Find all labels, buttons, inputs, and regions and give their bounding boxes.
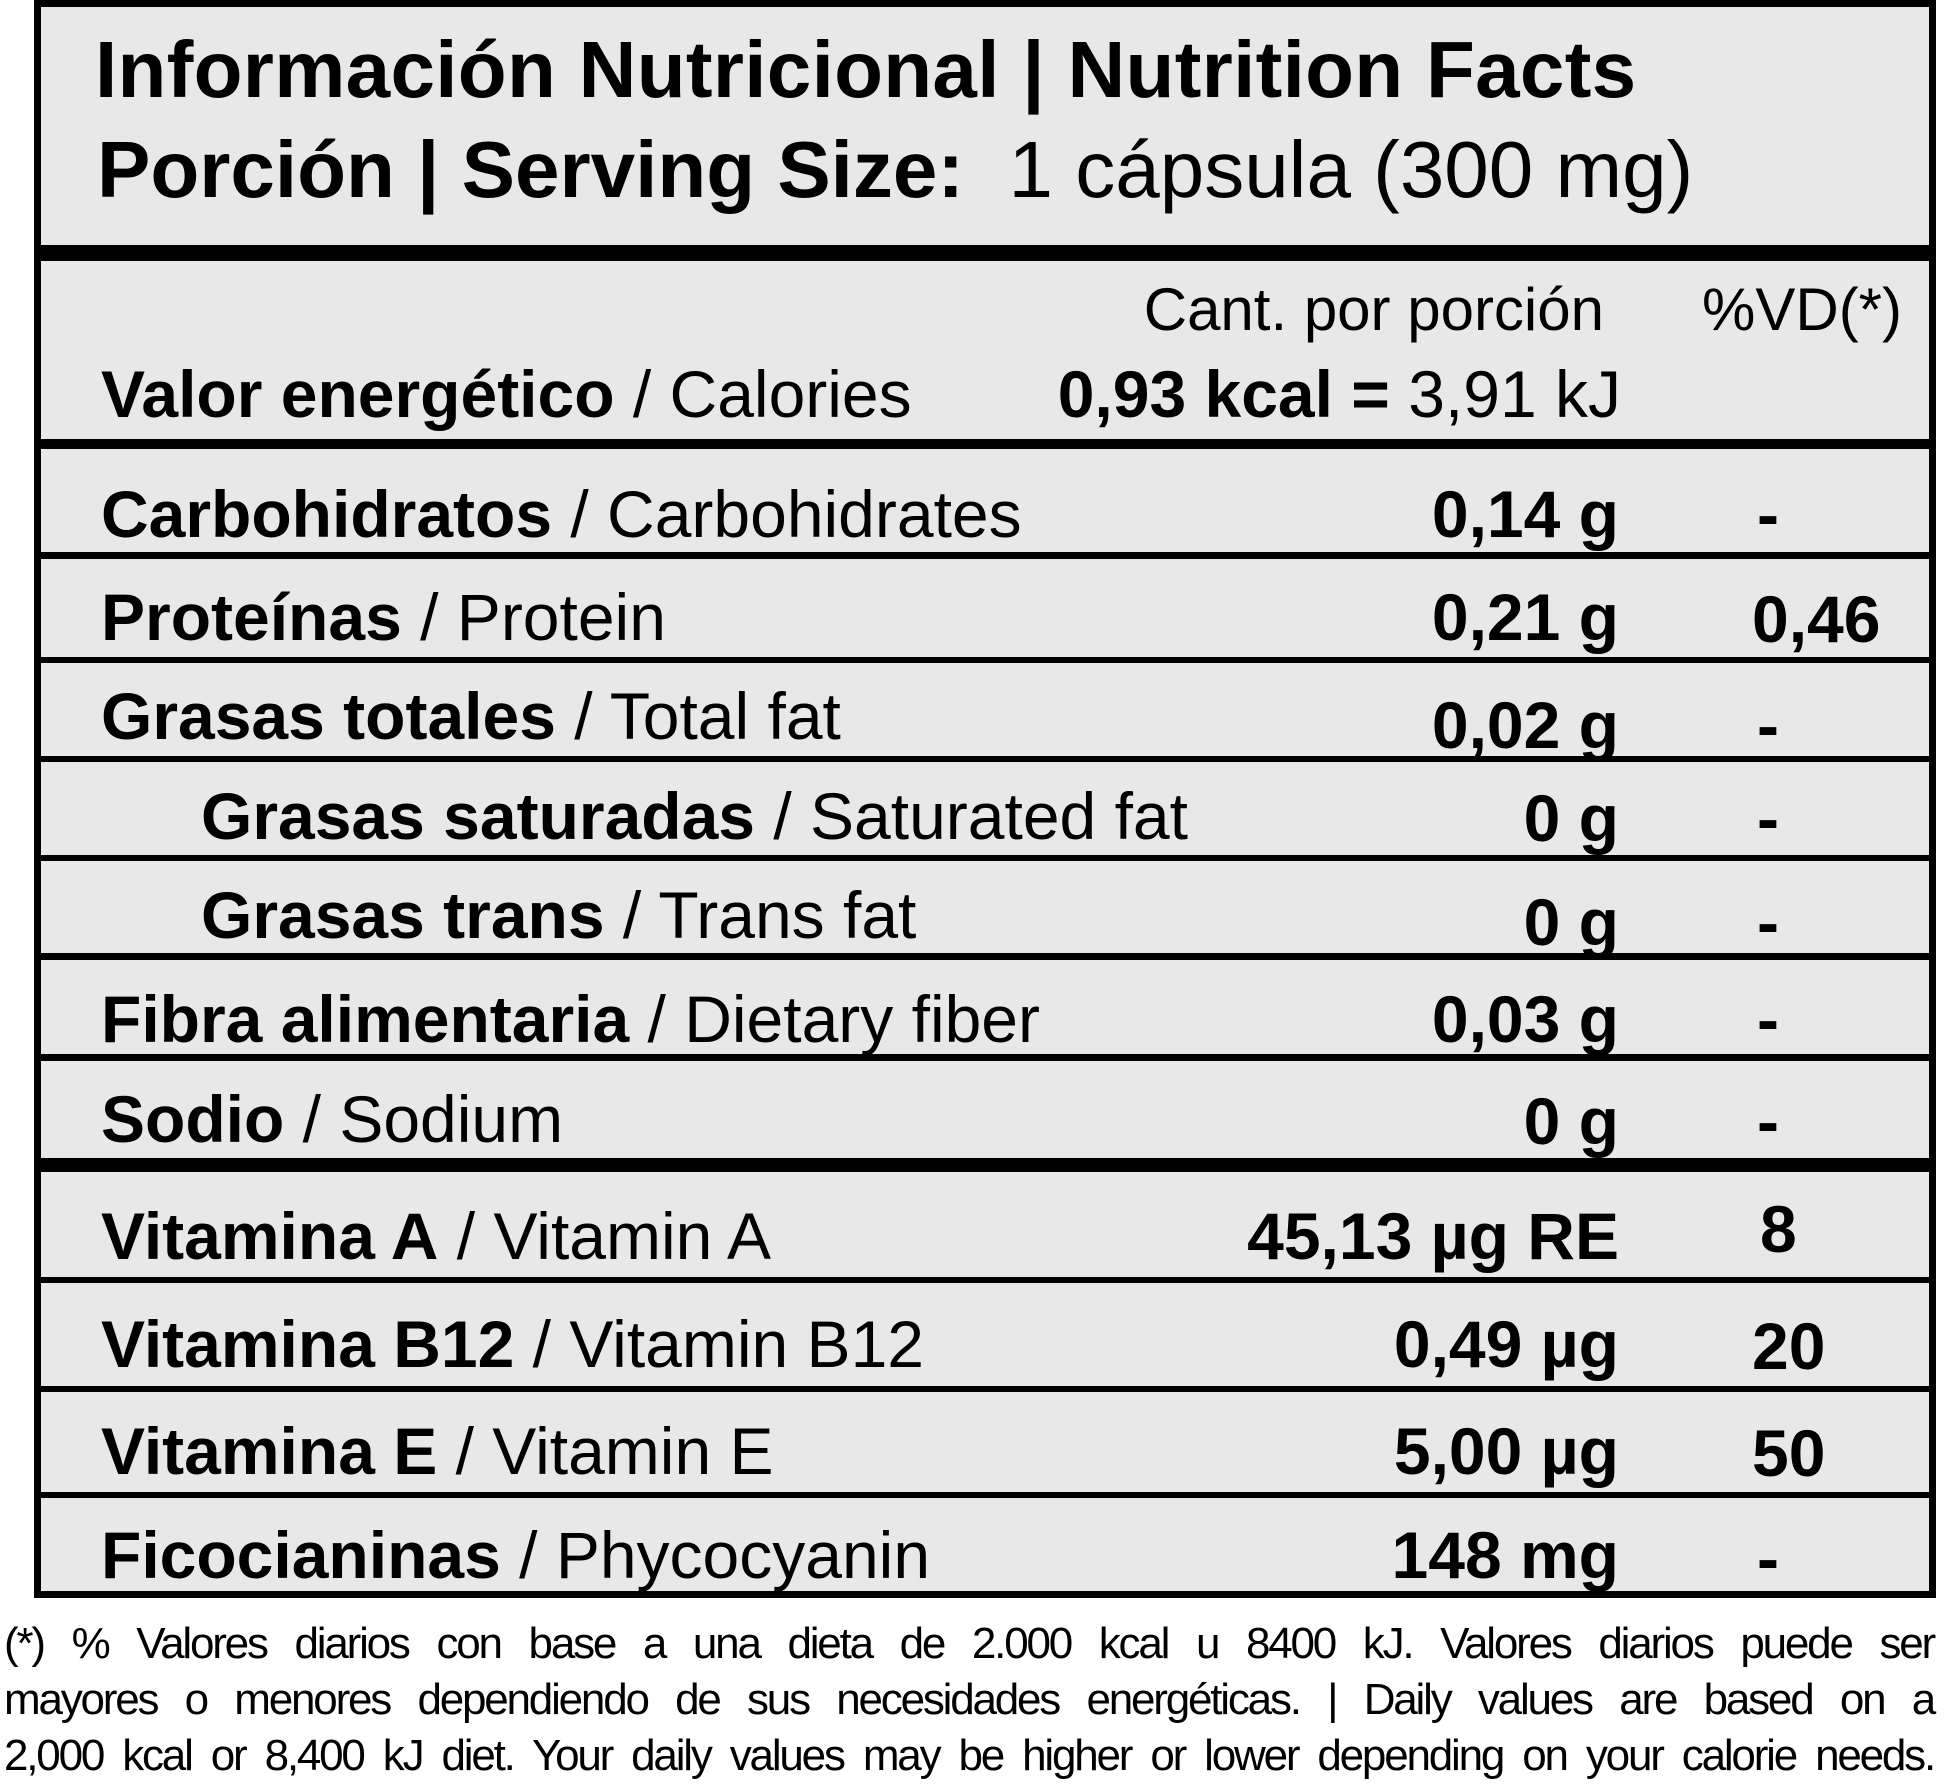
- table-title: Información Nutricional | Nutrition Fact…: [95, 25, 1637, 114]
- nutrient-row-protein: Proteínas / Protein: [101, 584, 666, 650]
- row-divider: [34, 1054, 1936, 1061]
- nutrient-amount: 0,21 g: [1431, 580, 1619, 654]
- serving-size: Porción | Serving Size: 1 cápsula (300 m…: [97, 130, 1693, 210]
- calories-label-es: Valor energético: [101, 357, 615, 431]
- vitamin-dv: 20: [1752, 1309, 1826, 1383]
- nutrient-dv: -: [1757, 1084, 1779, 1158]
- nutrient-dv: -: [1757, 982, 1779, 1056]
- nutrient-row-carbohydrates: Carbohidratos / Carbohidrates: [101, 481, 1022, 547]
- serving-size-value: 1 cápsula (300 mg): [1008, 125, 1694, 214]
- nutrient-label-en: / Saturated fat: [755, 779, 1188, 853]
- vitamin-amount: 5,00 µg: [1393, 1414, 1619, 1488]
- row-divider: [34, 1277, 1936, 1283]
- nutrient-dv: -: [1757, 781, 1779, 855]
- row-divider: [34, 953, 1936, 960]
- nutrient-amount: 0,02 g: [1431, 688, 1619, 762]
- nutrient-dv: -: [1757, 477, 1779, 551]
- vitamin-row-e: Vitamina E / Vitamin E: [101, 1418, 774, 1484]
- calories-label: Valor energético / Calories: [101, 361, 912, 427]
- vitamin-amount: 0,49 µg: [1393, 1307, 1619, 1381]
- nutrient-label-es: Grasas totales: [101, 679, 556, 753]
- footnote-line-1: (*) % Valores diarios con base a una die…: [4, 1619, 1936, 1668]
- vitamin-label-es: Ficocianinas: [101, 1518, 501, 1592]
- nutrient-label-en: / Trans fat: [604, 878, 917, 952]
- nutrient-amount: 0 g: [1523, 1084, 1619, 1158]
- vitamin-label-en: / Vitamin E: [437, 1414, 774, 1488]
- row-divider: [34, 552, 1936, 559]
- nutrient-row-saturated-fat: Grasas saturadas / Saturated fat: [201, 783, 1188, 849]
- nutrient-label-es: Proteínas: [101, 580, 402, 654]
- nutrient-label-es: Sodio: [101, 1082, 285, 1156]
- row-divider: [34, 1492, 1936, 1498]
- vitamin-dv: -: [1757, 1521, 1779, 1595]
- nutrient-amount: 0,03 g: [1431, 982, 1619, 1056]
- footnote-line-2: mayores o menores dependiendo de sus nec…: [4, 1675, 1936, 1724]
- dv-column-header: %VD(*): [1702, 276, 1903, 343]
- vitamin-label-en: / Vitamin A: [438, 1199, 772, 1273]
- nutrient-dv: -: [1757, 885, 1779, 959]
- vitamin-row-b12: Vitamina B12 / Vitamin B12: [101, 1311, 924, 1377]
- row-divider: [34, 657, 1936, 663]
- row-divider: [34, 855, 1936, 861]
- vitamin-label-en: / Phycocyanin: [500, 1518, 931, 1592]
- nutrient-row-dietary-fiber: Fibra alimentaria / Dietary fiber: [101, 986, 1040, 1052]
- nutrition-facts-table: [34, 0, 1936, 1598]
- nutrient-label-es: Grasas trans: [201, 878, 605, 952]
- nutrient-row-sodium: Sodio / Sodium: [101, 1086, 563, 1152]
- vitamin-row-a: Vitamina A / Vitamin A: [101, 1203, 771, 1269]
- nutrient-amount: 0,14 g: [1431, 477, 1619, 551]
- vitamin-dv: 8: [1760, 1192, 1797, 1266]
- serving-size-label: Porción | Serving Size:: [97, 125, 965, 214]
- nutrient-row-trans-fat: Grasas trans / Trans fat: [201, 882, 916, 948]
- calories-kj: 3,91 kJ: [1389, 357, 1621, 431]
- vitamin-amount: 148 mg: [1391, 1518, 1619, 1592]
- calories-kcal: 0,93 kcal =: [1057, 357, 1390, 431]
- footnote-line-3: 2,000 kcal or 8,400 kJ diet. Your daily …: [4, 1731, 1936, 1780]
- vitamin-row-phycocyanin: Ficocianinas / Phycocyanin: [101, 1522, 930, 1588]
- nutrient-label-en: / Protein: [401, 580, 666, 654]
- vitamin-label-es: Vitamina B12: [101, 1307, 515, 1381]
- nutrient-label-en: / Sodium: [284, 1082, 564, 1156]
- vitamin-amount: 45,13 µg RE: [1247, 1199, 1619, 1273]
- calories-divider: [34, 439, 1936, 449]
- vitamin-dv: 50: [1752, 1416, 1826, 1490]
- nutrient-amount: 0 g: [1523, 781, 1619, 855]
- vitamins-divider-thick: [34, 1158, 1936, 1172]
- nutrient-label-es: Carbohidratos: [101, 477, 553, 551]
- nutrient-amount: 0 g: [1523, 885, 1619, 959]
- amount-column-header: Cant. por porción: [1143, 276, 1604, 343]
- calories-label-en: / Calories: [614, 357, 912, 431]
- nutrient-label-en: / Dietary fiber: [629, 982, 1040, 1056]
- nutrient-label-es: Grasas saturadas: [201, 779, 756, 853]
- nutrient-label-en: / Carbohidrates: [552, 477, 1022, 551]
- calories-value: 0,93 kcal = 3,91 kJ: [1058, 361, 1621, 427]
- nutrient-dv: -: [1757, 688, 1779, 762]
- nutrient-dv: 0,46: [1752, 582, 1881, 656]
- vitamin-label-es: Vitamina A: [101, 1199, 439, 1273]
- row-divider: [34, 756, 1936, 762]
- footnote: (*) % Valores diarios con base a una die…: [4, 1616, 1936, 1784]
- row-divider: [34, 1386, 1936, 1392]
- nutrient-label-en: / Total fat: [555, 679, 841, 753]
- vitamin-label-en: / Vitamin B12: [514, 1307, 924, 1381]
- nutrient-label-es: Fibra alimentaria: [101, 982, 630, 1056]
- header-divider-thick: [34, 245, 1936, 261]
- nutrient-row-total-fat: Grasas totales / Total fat: [101, 683, 841, 749]
- vitamin-label-es: Vitamina E: [101, 1414, 438, 1488]
